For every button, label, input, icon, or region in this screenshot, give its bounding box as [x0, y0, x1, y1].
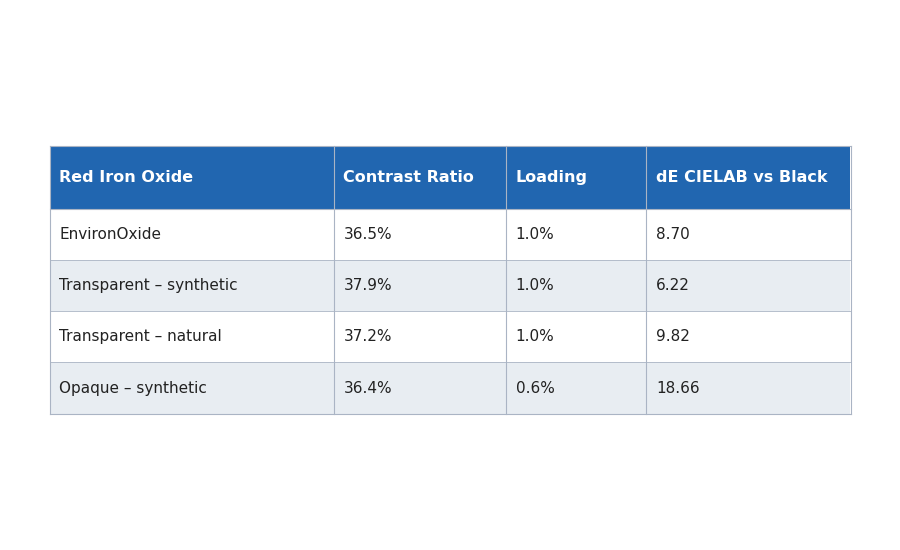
Text: 37.9%: 37.9%	[344, 278, 392, 293]
Text: Transparent – synthetic: Transparent – synthetic	[59, 278, 238, 293]
Text: Opaque – synthetic: Opaque – synthetic	[59, 381, 207, 395]
Text: 1.0%: 1.0%	[516, 227, 554, 242]
Text: 1.0%: 1.0%	[516, 278, 554, 293]
Bar	[506, 362, 646, 414]
Text: EnvironOxide: EnvironOxide	[59, 227, 161, 242]
Text: 6.22: 6.22	[656, 278, 689, 293]
Bar	[646, 209, 850, 260]
Bar	[646, 260, 850, 311]
Bar	[50, 311, 334, 362]
Bar	[50, 362, 334, 414]
Bar	[50, 260, 334, 311]
Text: 8.70: 8.70	[656, 227, 689, 242]
Bar	[50, 209, 334, 260]
Text: 9.82: 9.82	[656, 329, 689, 344]
Text: dE CIELAB vs Black: dE CIELAB vs Black	[656, 170, 827, 185]
Bar	[506, 209, 646, 260]
Bar	[334, 260, 506, 311]
Bar	[334, 209, 506, 260]
Bar	[646, 146, 850, 209]
Text: 36.5%: 36.5%	[344, 227, 392, 242]
Text: 0.6%: 0.6%	[516, 381, 554, 395]
Bar	[334, 311, 506, 362]
Text: 18.66: 18.66	[656, 381, 699, 395]
Bar	[506, 146, 646, 209]
Text: 36.4%: 36.4%	[344, 381, 392, 395]
Bar	[506, 260, 646, 311]
Bar	[334, 146, 506, 209]
Bar	[646, 311, 850, 362]
Text: 37.2%: 37.2%	[344, 329, 392, 344]
Text: Contrast Ratio: Contrast Ratio	[344, 170, 474, 185]
Bar	[506, 311, 646, 362]
Text: Transparent – natural: Transparent – natural	[59, 329, 222, 344]
Bar	[334, 362, 506, 414]
Bar	[50, 146, 334, 209]
Bar	[646, 362, 850, 414]
Text: 1.0%: 1.0%	[516, 329, 554, 344]
Text: Loading: Loading	[516, 170, 588, 185]
Text: Red Iron Oxide: Red Iron Oxide	[59, 170, 194, 185]
